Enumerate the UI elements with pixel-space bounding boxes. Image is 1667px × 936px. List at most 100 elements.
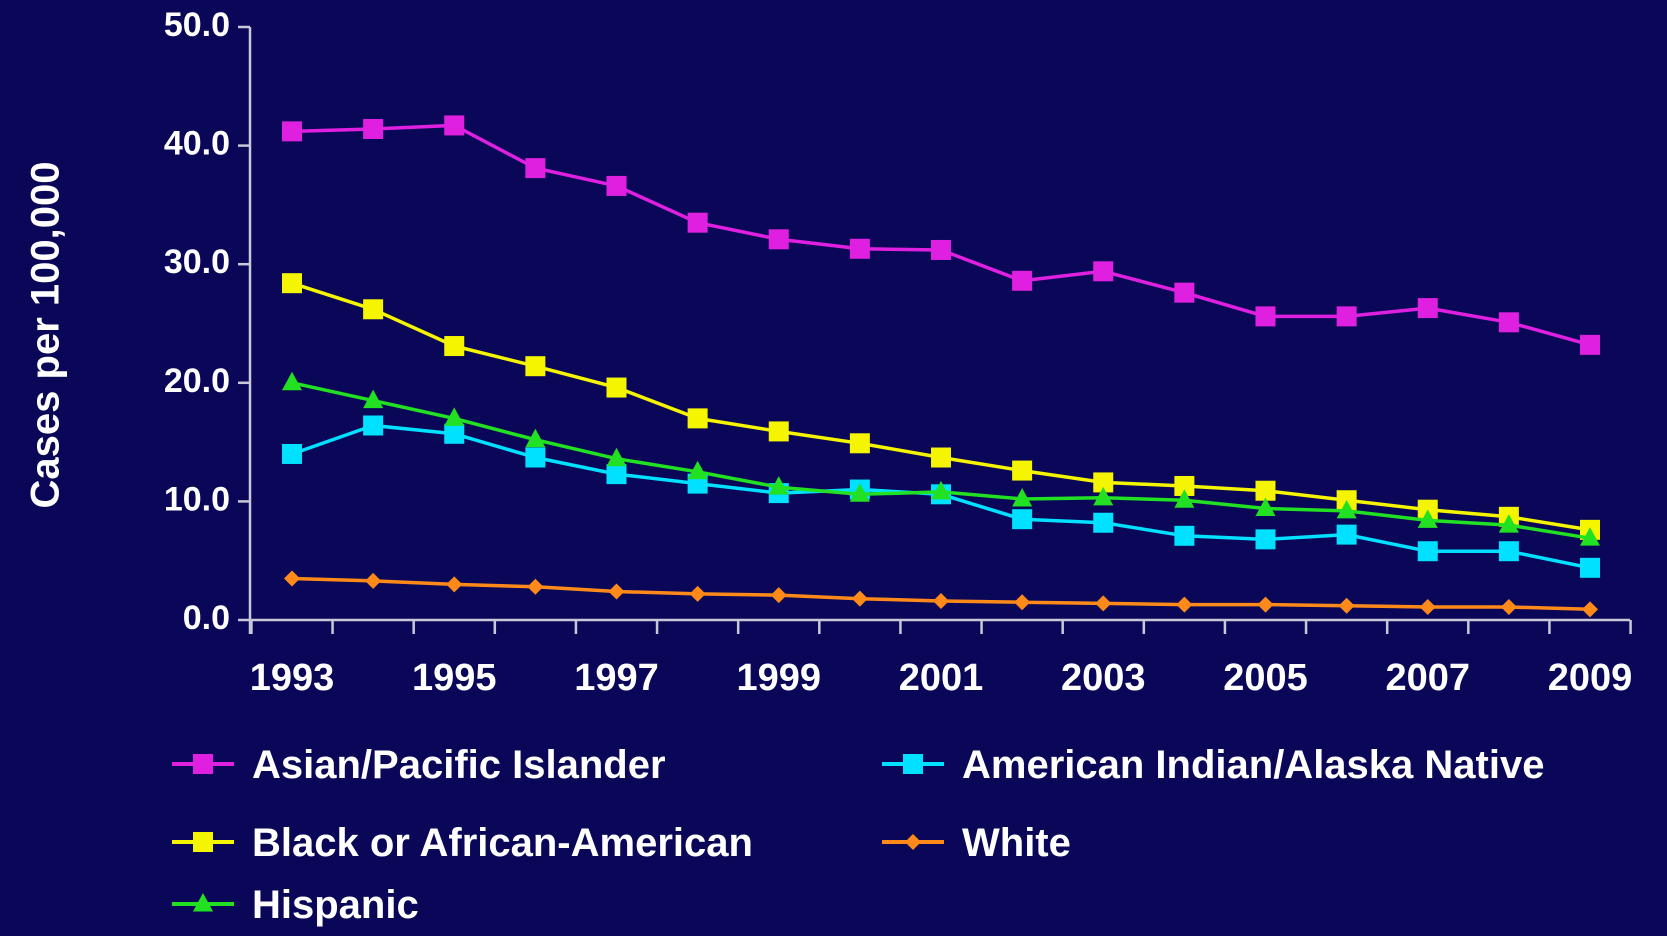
legend-item: Asian/Pacific Islander [172, 743, 666, 787]
data-point [687, 460, 708, 480]
data-point [444, 407, 465, 426]
data-point [1174, 475, 1195, 496]
data-point [689, 585, 706, 602]
x-tick-label: 1999 [736, 657, 821, 699]
data-point [933, 593, 949, 610]
data-point [1012, 270, 1033, 291]
y-axis-title: Cases per 100,000 [24, 162, 68, 509]
data-point [768, 476, 789, 495]
data-point [363, 299, 384, 320]
data-point [525, 356, 546, 377]
data-point [606, 464, 627, 485]
data-point [1582, 601, 1598, 618]
data-point [606, 175, 627, 196]
y-tick-label: 20.0 [164, 362, 230, 400]
legend-label: Hispanic [252, 883, 419, 927]
data-point [1498, 312, 1519, 333]
legend-label: Black or African-American [252, 821, 753, 865]
series-line [291, 123, 1591, 347]
data-point [606, 447, 627, 467]
x-tick-label: 2003 [1061, 657, 1146, 699]
data-point [1255, 306, 1276, 327]
legend-item: American Indian/Alaska Native [882, 743, 1544, 787]
data-point [525, 447, 546, 468]
data-point [1014, 594, 1031, 611]
data-point [1498, 514, 1519, 533]
legend-item: Black or African-American [172, 821, 753, 865]
data-point [1255, 480, 1276, 501]
data-point [527, 578, 544, 595]
legend-marker [193, 832, 213, 852]
data-point [363, 118, 384, 139]
data-point [606, 377, 627, 398]
data-point [770, 587, 787, 604]
legend-label: White [962, 821, 1071, 865]
data-point [849, 238, 870, 259]
data-point [363, 389, 384, 409]
data-point [1336, 499, 1357, 519]
data-point [931, 239, 951, 260]
data-point [1012, 509, 1033, 530]
data-point [1417, 509, 1438, 528]
data-point [444, 336, 465, 357]
chart-series [282, 115, 1600, 618]
data-point [284, 570, 300, 587]
y-tick-label: 30.0 [164, 243, 230, 281]
x-tick-label: 2009 [1548, 657, 1633, 699]
data-point [849, 433, 870, 454]
data-point [687, 212, 708, 233]
series-0 [282, 115, 1600, 355]
data-point [1500, 598, 1517, 615]
data-point [1093, 486, 1114, 506]
data-point [1336, 306, 1357, 327]
legend-marker [903, 754, 923, 774]
y-axis-ticks: 0.0 10.0 20.0 30.0 40.0 50.0 [164, 6, 250, 637]
legend-marker [193, 754, 213, 774]
data-point [1255, 529, 1276, 550]
data-point [768, 229, 789, 250]
data-point [1257, 596, 1274, 613]
data-point [365, 572, 382, 589]
data-point [282, 443, 302, 464]
data-point [1580, 557, 1600, 578]
data-point [1174, 525, 1195, 546]
y-tick-label: 40.0 [164, 125, 230, 163]
y-tick-label: 10.0 [164, 480, 230, 518]
x-axis-ticks: 1993 1995 1997 1999 2001 2003 2005 2007 2009 [250, 620, 1633, 699]
legend-label: American Indian/Alaska Native [962, 743, 1544, 787]
x-tick-label: 2007 [1385, 657, 1470, 699]
x-tick-label: 1997 [574, 657, 659, 699]
data-point [1093, 261, 1114, 282]
x-tick-label: 2001 [899, 657, 984, 699]
legend-item: Hispanic [172, 883, 419, 927]
x-tick-label: 1995 [412, 657, 497, 699]
data-point [1093, 472, 1114, 493]
data-point [1580, 527, 1600, 546]
x-tick-label: 2005 [1223, 657, 1308, 699]
data-point [282, 371, 302, 391]
data-point [1580, 334, 1600, 355]
data-point [1095, 595, 1112, 612]
data-point [1498, 541, 1519, 562]
data-point [446, 576, 463, 593]
data-point [525, 158, 546, 179]
data-point [1338, 597, 1355, 614]
data-point [608, 583, 625, 600]
y-tick-label: 50.0 [164, 6, 230, 44]
series-3 [284, 570, 1598, 618]
legend-item: White [882, 821, 1071, 865]
data-point [282, 273, 302, 294]
series-2 [282, 273, 1600, 540]
data-point [444, 115, 465, 136]
data-point [525, 428, 546, 448]
data-point [1255, 497, 1276, 517]
y-tick-label: 0.0 [183, 599, 230, 637]
data-point [363, 415, 384, 436]
data-point [444, 423, 465, 444]
data-point [931, 447, 951, 468]
data-point [1012, 460, 1033, 481]
data-point [1174, 282, 1195, 303]
data-point [1176, 596, 1193, 613]
x-tick-label: 1993 [250, 657, 335, 699]
